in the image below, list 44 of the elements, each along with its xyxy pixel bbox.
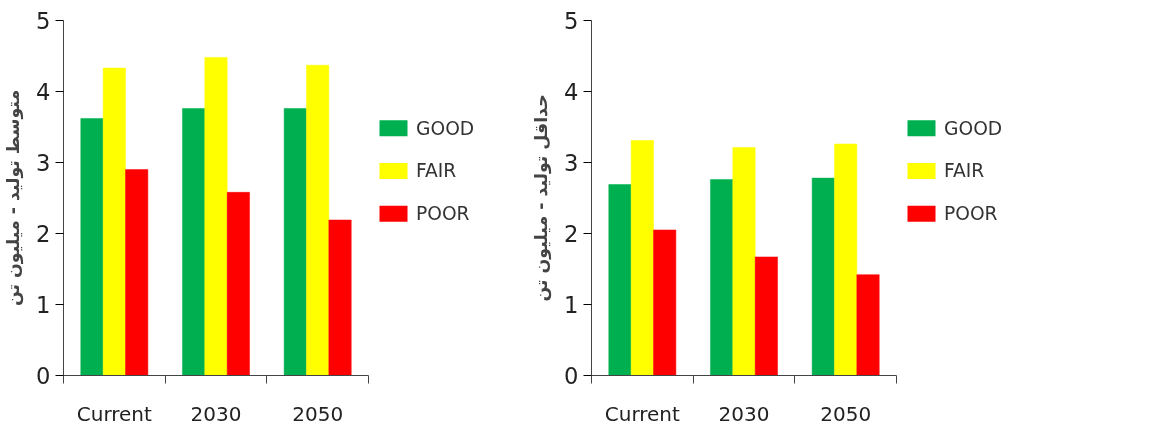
y-tick-label: 0	[564, 363, 579, 389]
x-tick-label: Current	[604, 401, 681, 426]
bar	[328, 219, 352, 376]
bar	[204, 57, 228, 376]
y-tick-label: 1	[564, 292, 579, 318]
bar	[283, 108, 307, 376]
y-tick-label: 2	[564, 221, 579, 247]
x-tick-label: 2050	[292, 401, 344, 426]
y-tick-label: 5	[36, 8, 51, 34]
y-axis-title: حداقل تولید - میلیون تن	[531, 94, 553, 302]
bar	[710, 179, 734, 376]
bar	[630, 140, 654, 376]
y-tick-label: 4	[564, 79, 579, 105]
bar	[834, 143, 858, 376]
y-tick-label: 2	[36, 221, 51, 247]
bar	[306, 64, 330, 376]
x-tick-label: 2030	[718, 401, 770, 426]
bar	[102, 67, 126, 376]
bar	[754, 256, 778, 376]
y-tick-label: 1	[36, 292, 51, 318]
y-tick-label: 0	[36, 363, 51, 389]
bar	[125, 169, 149, 376]
bar	[856, 274, 880, 376]
y-tick-label: 5	[564, 8, 579, 34]
y-tick-label: 3	[36, 150, 51, 176]
x-tick-label: 2030	[190, 401, 242, 426]
bar	[732, 147, 756, 376]
legend-label: POOR	[416, 203, 470, 225]
bar	[653, 229, 677, 376]
bar	[608, 184, 632, 376]
legend-label: POOR	[944, 203, 998, 225]
x-tick-label: Current	[76, 401, 153, 426]
y-axis-title: متوسط تولید - میلیون تن	[3, 89, 25, 307]
legend-label: FAIR	[944, 160, 985, 182]
legend-label: GOOD	[944, 117, 1003, 139]
x-tick-label: 2050	[820, 401, 872, 426]
bar	[811, 177, 835, 376]
bar	[80, 118, 104, 376]
bar	[226, 192, 250, 376]
legend-label: GOOD	[416, 117, 475, 139]
y-tick-label: 4	[36, 79, 51, 105]
bar	[182, 108, 206, 376]
legend-label: FAIR	[416, 160, 457, 182]
y-tick-label: 3	[564, 150, 579, 176]
